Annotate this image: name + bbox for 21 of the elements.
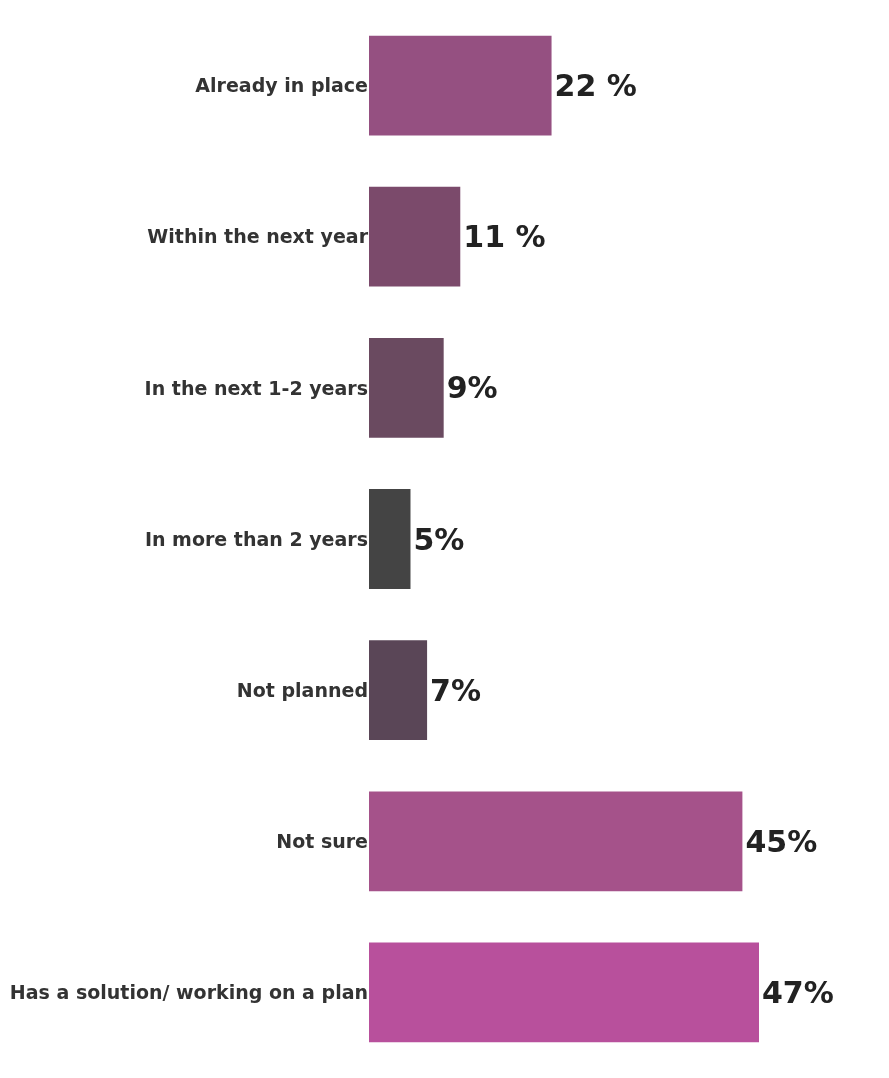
y-tick-label: Within the next year: [147, 225, 369, 248]
bar: [369, 35, 552, 136]
data-label: 5%: [413, 521, 465, 557]
data-label: 11 %: [463, 219, 546, 255]
data-label: 22 %: [554, 68, 637, 104]
data-label: 47%: [762, 974, 834, 1010]
y-tick-label: Not sure: [276, 829, 368, 852]
data-label: 9%: [446, 370, 498, 406]
bar: [369, 489, 411, 589]
y-tick-label: In more than 2 years: [144, 527, 368, 550]
bar: [369, 337, 444, 438]
y-tick-label: Not planned: [236, 678, 368, 701]
bar: [369, 640, 428, 741]
y-tick-label: Already in place: [195, 74, 368, 97]
bar: [369, 186, 461, 287]
data-label: 45%: [745, 823, 818, 859]
y-tick-label: Has a solution/ working on a plan: [9, 981, 368, 1004]
bar: [369, 791, 743, 892]
bar: [369, 942, 759, 1043]
y-tick-label: In the next 1-2 years: [144, 376, 368, 399]
data-label: 7%: [430, 672, 482, 708]
